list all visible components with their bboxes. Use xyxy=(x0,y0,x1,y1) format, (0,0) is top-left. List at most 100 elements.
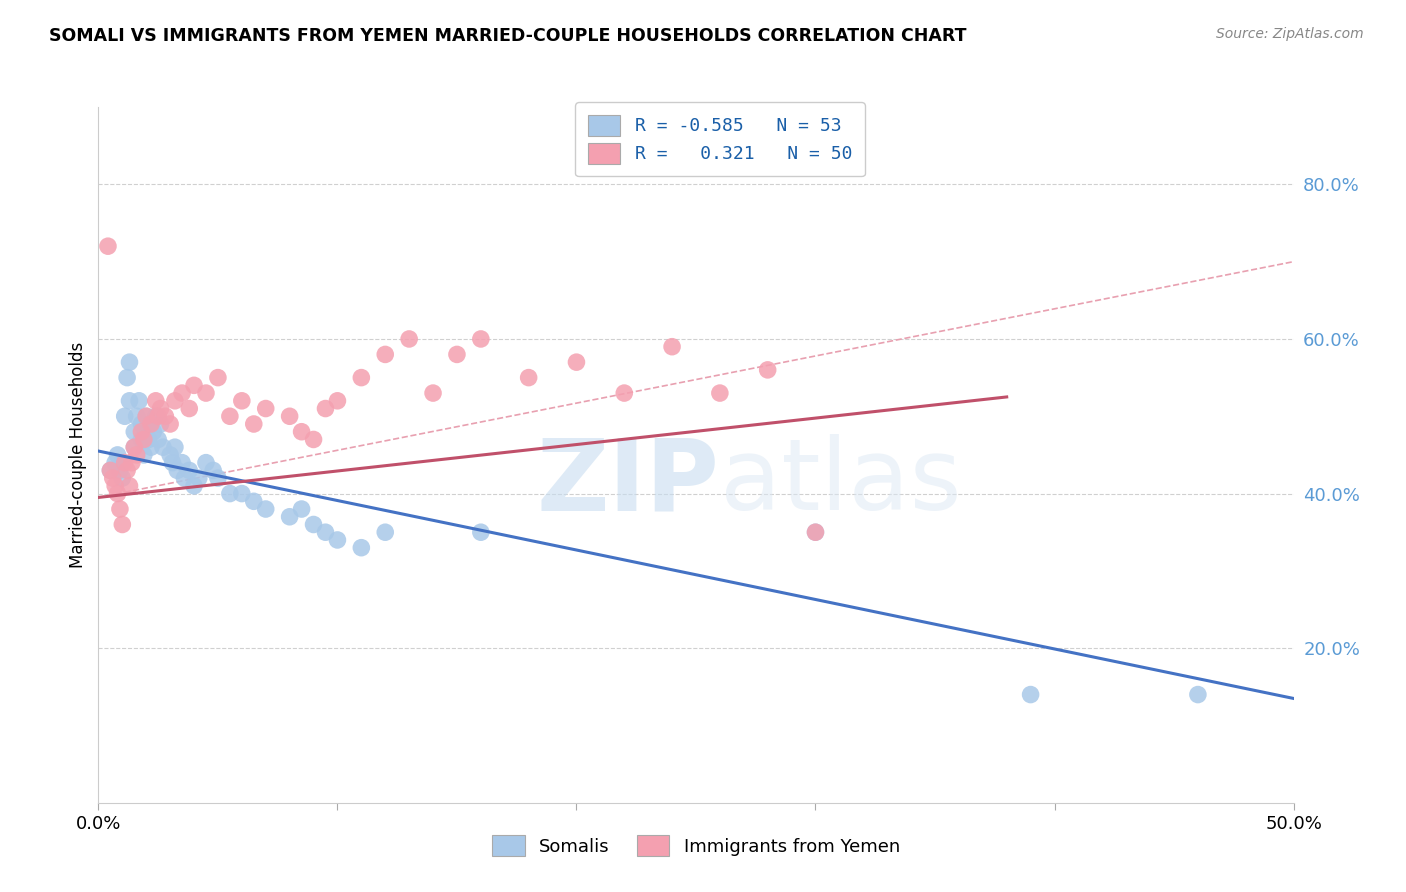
Point xyxy=(111,471,134,485)
Point xyxy=(804,525,827,540)
Point xyxy=(124,440,146,454)
Point xyxy=(104,479,127,493)
Point xyxy=(613,386,636,401)
Point xyxy=(374,525,396,540)
Point xyxy=(219,486,242,500)
Point xyxy=(326,533,349,547)
Point xyxy=(124,440,146,454)
Point xyxy=(125,409,148,424)
Point xyxy=(565,355,588,369)
Point xyxy=(135,409,157,424)
Point xyxy=(398,332,420,346)
Point xyxy=(159,417,181,431)
Point xyxy=(254,502,277,516)
Point xyxy=(111,517,134,532)
Text: ZIP: ZIP xyxy=(537,434,720,532)
Point xyxy=(243,417,266,431)
Point xyxy=(118,355,141,369)
Point xyxy=(254,401,277,416)
Point xyxy=(121,456,143,470)
Point xyxy=(132,448,155,462)
Point xyxy=(125,448,148,462)
Point xyxy=(470,332,492,346)
Point xyxy=(195,386,218,401)
Text: SOMALI VS IMMIGRANTS FROM YEMEN MARRIED-COUPLE HOUSEHOLDS CORRELATION CHART: SOMALI VS IMMIGRANTS FROM YEMEN MARRIED-… xyxy=(49,27,967,45)
Point xyxy=(98,463,122,477)
Point xyxy=(163,440,186,454)
Point xyxy=(131,417,153,431)
Point xyxy=(114,456,136,470)
Point xyxy=(162,456,184,470)
Point xyxy=(138,433,160,447)
Point xyxy=(661,340,683,354)
Point xyxy=(278,409,301,424)
Point xyxy=(115,463,138,477)
Point xyxy=(350,370,373,384)
Point xyxy=(98,463,122,477)
Point xyxy=(315,401,337,416)
Point xyxy=(149,401,172,416)
Point xyxy=(97,239,120,253)
Point xyxy=(179,401,201,416)
Point xyxy=(131,425,153,439)
Point xyxy=(446,347,468,361)
Point xyxy=(107,486,129,500)
Point xyxy=(179,463,201,477)
Point xyxy=(219,409,242,424)
Point xyxy=(145,393,167,408)
Point xyxy=(243,494,266,508)
Point xyxy=(326,393,349,408)
Point xyxy=(128,393,150,408)
Point xyxy=(124,425,146,439)
Point xyxy=(148,409,170,424)
Point xyxy=(115,370,138,384)
Point xyxy=(114,409,136,424)
Point xyxy=(155,409,177,424)
Point xyxy=(470,525,492,540)
Point xyxy=(118,479,141,493)
Point xyxy=(172,386,194,401)
Point xyxy=(195,456,218,470)
Text: Source: ZipAtlas.com: Source: ZipAtlas.com xyxy=(1216,27,1364,41)
Point xyxy=(187,471,209,485)
Point xyxy=(1187,688,1209,702)
Point xyxy=(291,502,314,516)
Point xyxy=(132,433,155,447)
Point xyxy=(302,433,325,447)
Legend: Somalis, Immigrants from Yemen: Somalis, Immigrants from Yemen xyxy=(485,828,907,863)
Point xyxy=(756,363,779,377)
Point xyxy=(142,425,165,439)
Point xyxy=(231,486,253,500)
Point xyxy=(291,425,314,439)
Point xyxy=(302,517,325,532)
Point xyxy=(108,463,131,477)
Point xyxy=(172,456,194,470)
Point xyxy=(315,525,337,540)
Point xyxy=(139,440,162,454)
Point xyxy=(173,471,195,485)
Point xyxy=(517,370,540,384)
Point xyxy=(101,471,124,485)
Point xyxy=(108,502,131,516)
Point xyxy=(139,417,162,431)
Point xyxy=(104,456,127,470)
Point xyxy=(422,386,444,401)
Point xyxy=(118,393,141,408)
Point xyxy=(183,378,205,392)
Point xyxy=(111,456,134,470)
Point xyxy=(207,370,229,384)
Point xyxy=(202,463,225,477)
Point xyxy=(804,525,827,540)
Point xyxy=(149,417,172,431)
Point xyxy=(207,471,229,485)
Point xyxy=(135,409,157,424)
Point xyxy=(166,463,188,477)
Point xyxy=(152,440,174,454)
Point xyxy=(145,409,167,424)
Point xyxy=(131,433,153,447)
Point xyxy=(135,425,157,439)
Point xyxy=(374,347,396,361)
Y-axis label: Married-couple Households: Married-couple Households xyxy=(69,342,87,568)
Point xyxy=(1019,688,1042,702)
Point xyxy=(183,479,205,493)
